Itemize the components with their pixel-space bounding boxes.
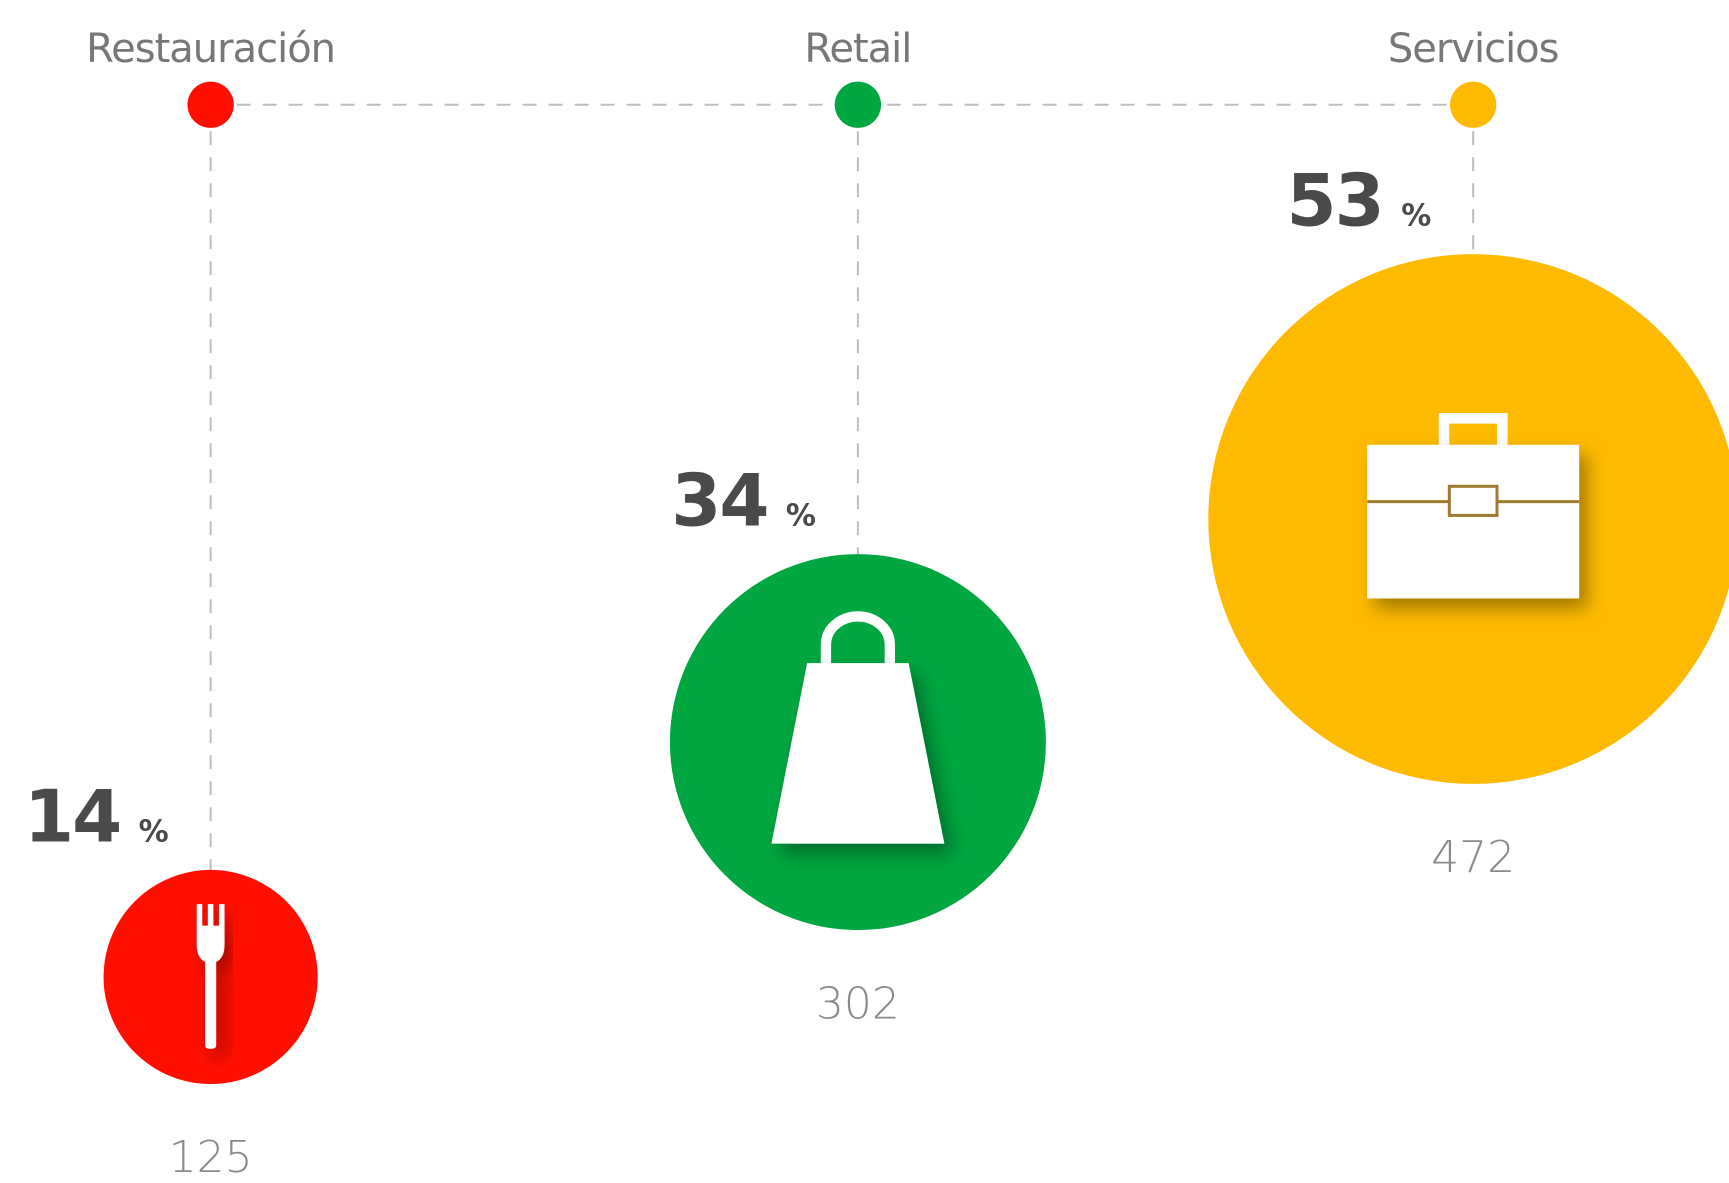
count-label: 302	[816, 978, 900, 1029]
briefcase-lock	[1447, 484, 1499, 517]
category-dot	[187, 81, 234, 128]
briefcase-icon	[1367, 444, 1580, 599]
percent-value: 34	[671, 458, 767, 542]
percent-unit: %	[1401, 198, 1431, 233]
category-dot	[834, 81, 882, 128]
count-label: 125	[169, 1132, 253, 1183]
fork-icon	[196, 904, 225, 1049]
icon	[771, 611, 945, 844]
percent-unit: %	[139, 814, 169, 849]
percent-value: 14	[24, 774, 120, 858]
bag-icon	[771, 663, 945, 844]
icon	[196, 904, 225, 1049]
category-dot	[1450, 81, 1497, 128]
bag-handle	[820, 611, 896, 668]
icon	[1367, 413, 1580, 599]
category-label: Servicios	[1388, 26, 1559, 72]
category-label: Retail	[804, 26, 911, 72]
category-label: Restauración	[86, 26, 335, 72]
percent-unit: %	[786, 498, 816, 533]
percent-value: 53	[1287, 158, 1383, 242]
count-label: 472	[1431, 832, 1515, 883]
